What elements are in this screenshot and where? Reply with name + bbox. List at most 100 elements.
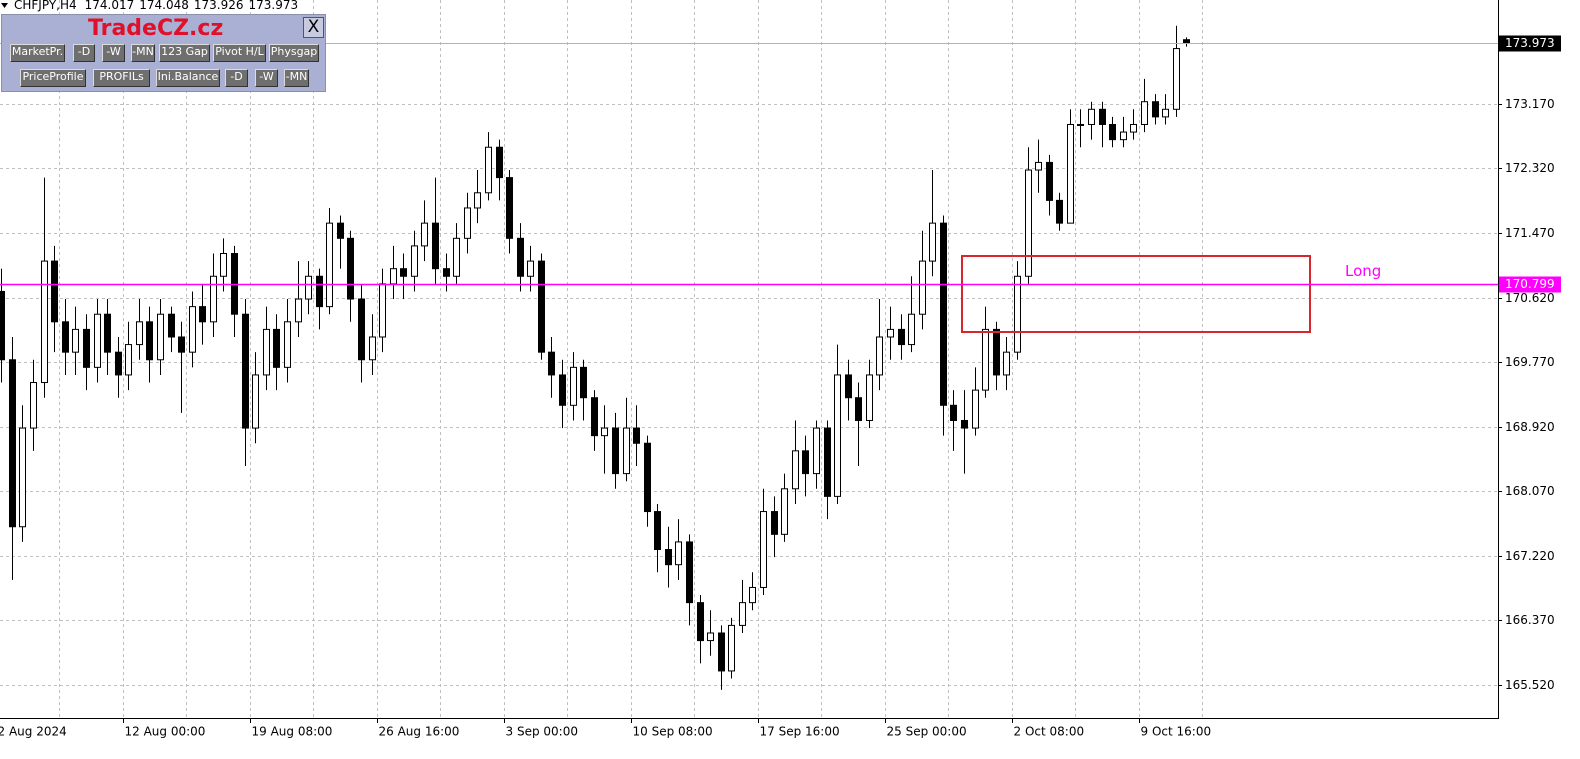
zone-rectangle — [961, 255, 1311, 333]
candle-body — [125, 344, 132, 376]
candle-body — [771, 511, 778, 535]
candle-body — [972, 389, 979, 429]
candle-body — [813, 427, 820, 475]
candle-body — [157, 313, 164, 361]
low: 173.926 — [194, 0, 244, 12]
panel-button[interactable]: -D — [225, 69, 248, 87]
candle-body — [591, 397, 598, 437]
candle-body — [824, 427, 831, 497]
candle-body — [168, 313, 175, 338]
candle-body — [548, 351, 555, 376]
candle-body — [284, 321, 291, 368]
candle-body — [347, 237, 354, 300]
candle-body — [30, 382, 37, 429]
tradecz-panel: TradeCZ.cz X MarketPr. -D -W -MN 123 Gap Pivo… — [1, 14, 326, 92]
panel-button[interactable]: -MN — [284, 69, 309, 87]
y-tick-label: 173.170 — [1505, 97, 1555, 111]
panel-button[interactable]: Physgap — [269, 44, 319, 62]
price-label-box — [1499, 35, 1561, 52]
x-tick-label: 3 Sep 00:00 — [506, 725, 578, 739]
panel-button[interactable]: 123 Gap — [159, 44, 210, 62]
panel-button[interactable]: PriceProfile — [20, 69, 86, 87]
candle-body — [718, 632, 725, 672]
level-label-box — [1499, 276, 1561, 293]
close-button[interactable]: X — [303, 17, 324, 38]
candle-body — [802, 450, 809, 475]
y-tick-label: 169.770 — [1505, 355, 1555, 369]
candle-body — [146, 321, 153, 361]
x-tick-label: 26 Aug 16:00 — [379, 725, 460, 739]
candle-body — [1173, 48, 1180, 110]
candle-body — [1014, 275, 1021, 353]
open: 174.017 — [85, 0, 135, 12]
x-tick-label: 9 Oct 16:00 — [1141, 725, 1212, 739]
panel-button[interactable]: Ini.Balance — [156, 69, 220, 87]
x-tick-label: 25 Sep 00:00 — [887, 725, 967, 739]
y-tick-label: 165.520 — [1505, 678, 1555, 692]
candle-body — [697, 602, 704, 642]
candle-body — [728, 624, 735, 672]
candle-body — [993, 328, 1000, 376]
candle-body — [1152, 101, 1159, 118]
candle-body — [51, 260, 58, 323]
candle-body — [432, 222, 439, 270]
panel-button[interactable]: -W — [255, 69, 278, 87]
candle-body — [220, 253, 227, 277]
candle-body — [506, 177, 513, 239]
candles — [0, 25, 1190, 690]
candle-body — [570, 366, 577, 406]
candle-body — [252, 374, 259, 429]
candle-body — [612, 427, 619, 475]
panel-button[interactable]: PROFILs — [93, 69, 150, 87]
panel-title: TradeCZ.cz — [88, 16, 224, 41]
y-tick-label: 172.320 — [1505, 161, 1555, 175]
candle-body — [474, 192, 481, 209]
candle-body — [305, 275, 312, 300]
candle-body — [1088, 108, 1095, 125]
x-tick-label: 17 Sep 16:00 — [760, 725, 840, 739]
candle-body — [950, 404, 957, 421]
candle-body — [961, 419, 968, 429]
candle-body — [834, 374, 841, 497]
candle-body — [580, 366, 587, 399]
panel-button[interactable]: MarketPr. — [10, 44, 65, 62]
candle-body — [1183, 39, 1190, 44]
candle-body — [19, 427, 26, 528]
panel-button[interactable]: -W — [102, 44, 125, 62]
candle-body — [1067, 123, 1074, 224]
candle-body — [41, 260, 48, 384]
candle-body — [390, 268, 397, 285]
candle-body — [559, 374, 566, 406]
candle-body — [760, 511, 767, 588]
grid — [0, 0, 1498, 718]
high: 174.048 — [139, 0, 189, 12]
header: CHFJPY,H4 174.017 174.048 173.926 173.973 — [14, 0, 298, 12]
candle-body — [908, 313, 915, 346]
candle-body — [633, 427, 640, 444]
candle-body — [876, 336, 883, 376]
panel-button[interactable]: -D — [73, 44, 95, 62]
candle-body — [1141, 101, 1148, 125]
candle-body — [707, 632, 714, 642]
panel-button[interactable]: Pivot H/L — [213, 44, 266, 62]
candle-body — [199, 306, 206, 323]
candle-body — [1162, 108, 1169, 118]
candle-body — [94, 313, 101, 368]
panel-button[interactable]: -MN — [131, 44, 155, 62]
candle-body — [1003, 351, 1010, 376]
candle-body — [453, 237, 460, 277]
candle-body — [919, 260, 926, 315]
candle-body — [665, 549, 672, 566]
candle-body — [178, 336, 185, 353]
candle-body — [623, 427, 630, 475]
y-tick-label: 170.620 — [1505, 291, 1555, 305]
y-tick-label: 166.370 — [1505, 613, 1555, 627]
level-name: Long — [1345, 262, 1381, 280]
candle-body — [517, 237, 524, 277]
candle-body — [379, 283, 386, 338]
menu-arrow[interactable] — [1, 3, 8, 8]
candle-body — [295, 298, 302, 323]
x-tick-label: 2 Oct 08:00 — [1014, 725, 1085, 739]
candle-body — [443, 268, 450, 277]
